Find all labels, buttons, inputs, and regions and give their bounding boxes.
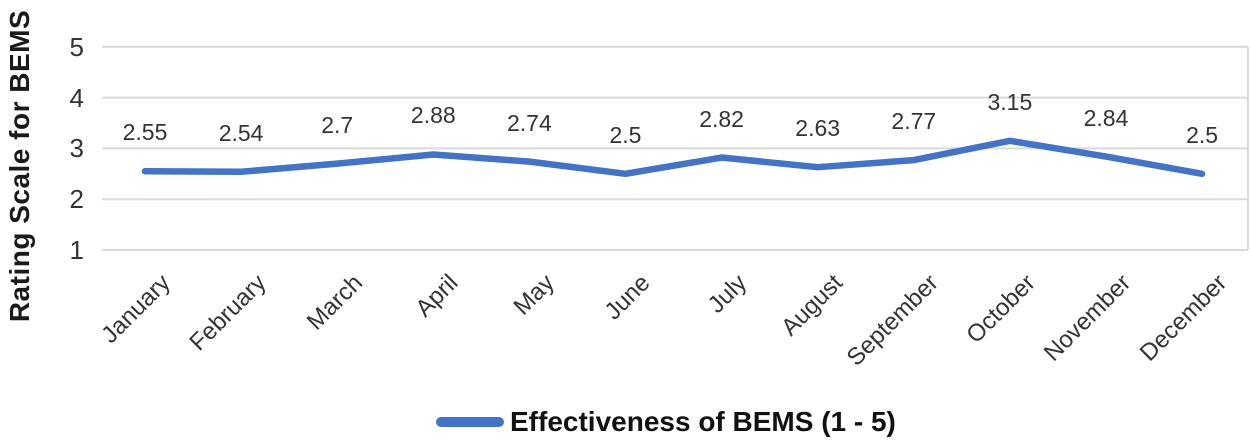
data-label: 2.77 [891,108,937,135]
legend-label: Effectiveness of BEMS (1 - 5) [510,406,896,437]
data-label: 2.55 [122,119,168,146]
data-label: 2.74 [507,109,552,136]
series-line-layer [141,137,1206,178]
data-label: 2.88 [410,102,456,129]
data-label: 2.54 [218,119,264,146]
gridlines [102,45,1249,251]
data-label: 2.82 [699,105,744,132]
y-tick-label: 5 [69,31,84,62]
y-tick-label: 2 [69,184,84,215]
data-label: 2.5 [609,121,642,148]
data-label: 2.5 [1186,121,1219,148]
series-line [141,137,1206,178]
legend: Effectiveness of BEMS (1 - 5) [436,406,896,438]
data-label: 2.84 [1083,104,1129,131]
y-tick-label: 1 [69,235,84,265]
data-label: 2.7 [321,111,354,138]
legend-line-marker-icon [436,417,504,427]
y-tick-label: 3 [69,133,84,164]
data-label: 3.15 [987,88,1033,115]
data-label: 2.63 [795,115,841,142]
y-tick-label: 4 [69,82,84,113]
